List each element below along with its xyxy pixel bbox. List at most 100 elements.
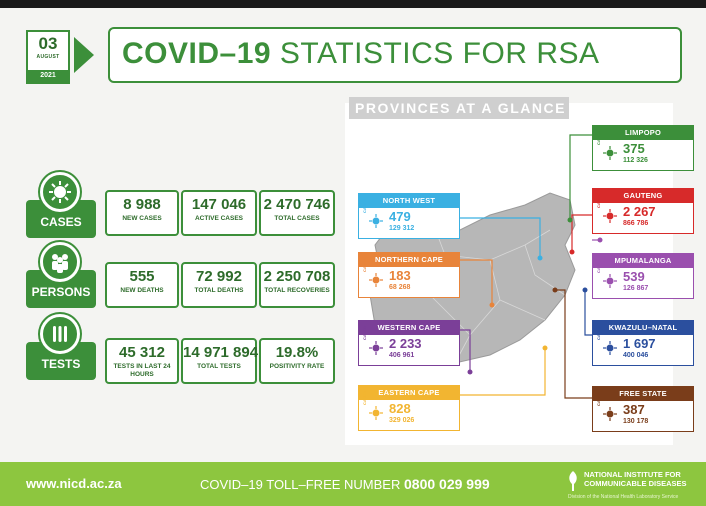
stat-value: 45 312 [119, 344, 165, 361]
province-mpumalanga: MPUMALANGA CASES 539 126 867 [592, 253, 694, 299]
province-total: 866 786 [623, 220, 649, 227]
footer-bar: www.nicd.ac.za COVID–19 TOLL–FREE NUMBER… [0, 462, 706, 506]
test-tubes-icon [40, 314, 80, 354]
cases-tag: CASES [596, 326, 601, 340]
province-new: 375 [623, 141, 645, 156]
province-new: 479 [389, 209, 411, 224]
province-limpopo: LIMPOPO CASES 375 112 326 [592, 125, 694, 171]
toll-free-line: COVID–19 TOLL–FREE NUMBER 0800 029 999 [200, 476, 490, 492]
website-link[interactable]: www.nicd.ac.za [26, 476, 122, 491]
stat-value: 147 046 [191, 196, 247, 213]
province-new: 539 [623, 269, 645, 284]
province-total: 406 961 [389, 352, 415, 359]
arrow-icon [74, 37, 94, 73]
cases-tag: CASES [362, 258, 367, 272]
stat-value: 2 250 708 [263, 268, 331, 285]
stat-active-cases: 147 046 ACTIVE CASES [181, 190, 257, 236]
province-new: 2 267 [623, 204, 656, 219]
virus-icon [603, 209, 617, 223]
stat-label: POSITIVITY RATE [269, 363, 325, 370]
province-total: 126 867 [623, 285, 649, 292]
virus-icon [603, 274, 617, 288]
province-northern-cape: NORTHERN CAPE CASES 183 68 268 [358, 252, 460, 298]
virus-icon [603, 341, 617, 355]
cases-tag: CASES [362, 199, 367, 213]
stat-label: TOTAL DEATHS [194, 287, 244, 294]
cases-tag: CASES [596, 131, 601, 145]
stat-total-tests: 14 971 894 TOTAL TESTS [181, 338, 259, 384]
province-western-cape: WESTERN CAPE CASES 2 233 406 961 [358, 320, 460, 366]
province-free-state: FREE STATE CASES 387 130 178 [592, 386, 694, 432]
org-line-2: COMMUNICABLE DISEASES [584, 479, 687, 488]
people-icon [40, 242, 80, 282]
toll-number[interactable]: 0800 029 999 [404, 476, 490, 492]
province-new: 1 697 [623, 336, 656, 351]
province-name: MPUMALANGA [593, 254, 693, 268]
nicd-logo-icon [569, 471, 577, 491]
stat-new-cases: 8 988 NEW CASES [105, 190, 179, 236]
title-rest: STATISTICS FOR RSA [279, 37, 600, 70]
cases-tag: CASES [596, 259, 601, 273]
province-total: 68 268 [389, 284, 411, 291]
province-north-west: NORTH WEST CASES 479 129 312 [358, 193, 460, 239]
stat-value: 555 [129, 268, 155, 285]
cases-tag: CASES [596, 194, 601, 208]
toll-label: COVID–19 TOLL–FREE NUMBER [200, 477, 401, 492]
stat-label: TOTAL TESTS [197, 363, 241, 370]
province-name: GAUTENG [593, 189, 693, 203]
province-total: 129 312 [389, 225, 415, 232]
virus-icon [369, 214, 383, 228]
province-total: 112 326 [623, 157, 648, 164]
province-new: 387 [623, 402, 645, 417]
stat-positivity: 19.8% POSITIVITY RATE [259, 338, 335, 384]
stat-value: 19.8% [275, 344, 319, 361]
province-new: 183 [389, 268, 411, 283]
stat-total-recoveries: 2 250 708 TOTAL RECOVERIES [259, 262, 335, 308]
date-badge: 03 AUGUST 2021 [26, 30, 70, 84]
stat-label: NEW DEATHS [120, 287, 164, 294]
province-new: 828 [389, 401, 411, 416]
virus-icon [603, 146, 617, 160]
stat-value: 14 971 894 [183, 344, 259, 361]
date-day: 03 [38, 34, 58, 53]
page-title: COVID–19 STATISTICS FOR RSA [122, 37, 600, 71]
stat-value: 8 988 [123, 196, 161, 213]
province-name: KWAZULU–NATAL [593, 321, 693, 335]
virus-icon [40, 172, 80, 212]
province-new: 2 233 [389, 336, 422, 351]
stat-total-deaths: 72 992 TOTAL DEATHS [181, 262, 257, 308]
stat-total-cases: 2 470 746 TOTAL CASES [259, 190, 335, 236]
stat-tests-24h: 45 312 TESTS IN LAST 24 HOURS [105, 338, 179, 384]
top-bar [0, 0, 706, 8]
cases-tag: CASES [362, 391, 367, 405]
title-bold: COVID–19 [122, 37, 272, 70]
province-kwazulu-natal: KWAZULU–NATAL CASES 1 697 400 046 [592, 320, 694, 366]
org-name: NATIONAL INSTITUTE FOR COMMUNICABLE DISEA… [584, 470, 687, 488]
province-name: NORTH WEST [359, 194, 459, 208]
virus-icon [603, 407, 617, 421]
stat-label: TESTS IN LAST 24 HOURS [113, 363, 171, 378]
province-name: WESTERN CAPE [359, 321, 459, 335]
stat-label: TOTAL RECOVERIES [264, 287, 330, 294]
province-name: LIMPOPO [593, 126, 693, 140]
date-year: 2021 [28, 70, 68, 82]
province-name: EASTERN CAPE [359, 386, 459, 400]
title-box: COVID–19 STATISTICS FOR RSA [108, 27, 682, 83]
virus-icon [369, 406, 383, 420]
stat-new-deaths: 555 NEW DEATHS [105, 262, 179, 308]
province-eastern-cape: EASTERN CAPE CASES 828 329 026 [358, 385, 460, 431]
date-month: AUGUST [36, 54, 60, 60]
province-gauteng: GAUTENG CASES 2 267 866 786 [592, 188, 694, 234]
province-name: FREE STATE [593, 387, 693, 401]
province-total: 400 046 [623, 352, 649, 359]
org-division: Division of the National Health Laborato… [568, 494, 679, 500]
stat-value: 72 992 [196, 268, 242, 285]
virus-icon [369, 273, 383, 287]
stat-label: NEW CASES [122, 215, 162, 222]
virus-icon [369, 341, 383, 355]
provinces-heading: PROVINCES AT A GLANCE [349, 97, 569, 119]
cases-tag: CASES [362, 326, 367, 340]
stat-label: ACTIVE CASES [194, 215, 244, 222]
stat-label: TOTAL CASES [274, 215, 320, 222]
